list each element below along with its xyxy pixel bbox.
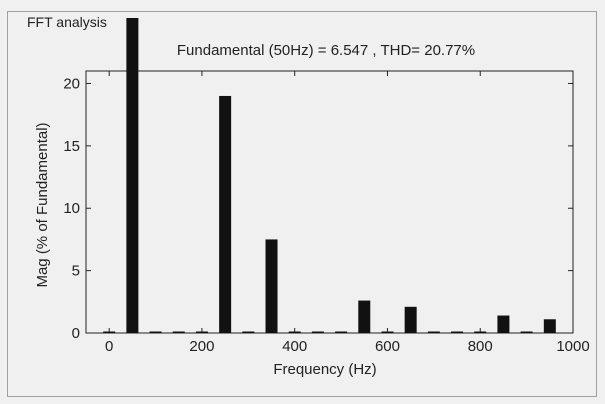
y-tick-label: 5 <box>72 263 80 280</box>
chart-title: Fundamental (50Hz) = 6.547 , THD= 20.77% <box>177 42 475 59</box>
harmonic-bar <box>358 300 371 333</box>
harmonic-bar <box>219 95 232 333</box>
x-axis-label: Frequency (Hz) <box>273 361 376 378</box>
y-tick-label: 15 <box>63 138 80 155</box>
harmonic-bar <box>427 331 440 333</box>
harmonic-bar <box>543 319 556 333</box>
panel-title: FFT analysis <box>25 14 109 30</box>
fft-analysis-panel: FFT analysis <box>7 11 597 397</box>
harmonic-bar <box>497 315 510 333</box>
plot-area <box>85 70 574 334</box>
harmonic-bar <box>103 331 116 333</box>
harmonic-bar <box>474 331 487 333</box>
harmonic-bar <box>265 239 278 333</box>
x-tick-label: 1000 <box>556 338 589 355</box>
harmonic-bar <box>288 331 301 333</box>
x-tick-label: 400 <box>282 338 307 355</box>
x-tick-label: 0 <box>105 338 113 355</box>
x-tick-label: 600 <box>375 338 400 355</box>
x-tick-label: 200 <box>189 338 214 355</box>
harmonic-bar <box>335 331 348 333</box>
y-tick-label: 0 <box>72 325 80 342</box>
harmonic-bar <box>126 18 139 333</box>
harmonic-bar <box>149 331 162 333</box>
x-tick-label: 800 <box>468 338 493 355</box>
harmonic-bar <box>520 331 533 333</box>
harmonic-bar <box>195 331 208 333</box>
harmonic-bar <box>451 331 464 333</box>
harmonic-bar <box>381 331 394 333</box>
harmonic-bar <box>172 331 185 333</box>
y-tick-label: 20 <box>63 75 80 92</box>
y-tick-label: 10 <box>63 200 80 217</box>
harmonic-bar <box>311 331 324 333</box>
harmonic-bar <box>404 306 417 333</box>
y-axis-label: Mag (% of Fundamental) <box>34 122 51 287</box>
harmonic-bar <box>242 331 255 333</box>
